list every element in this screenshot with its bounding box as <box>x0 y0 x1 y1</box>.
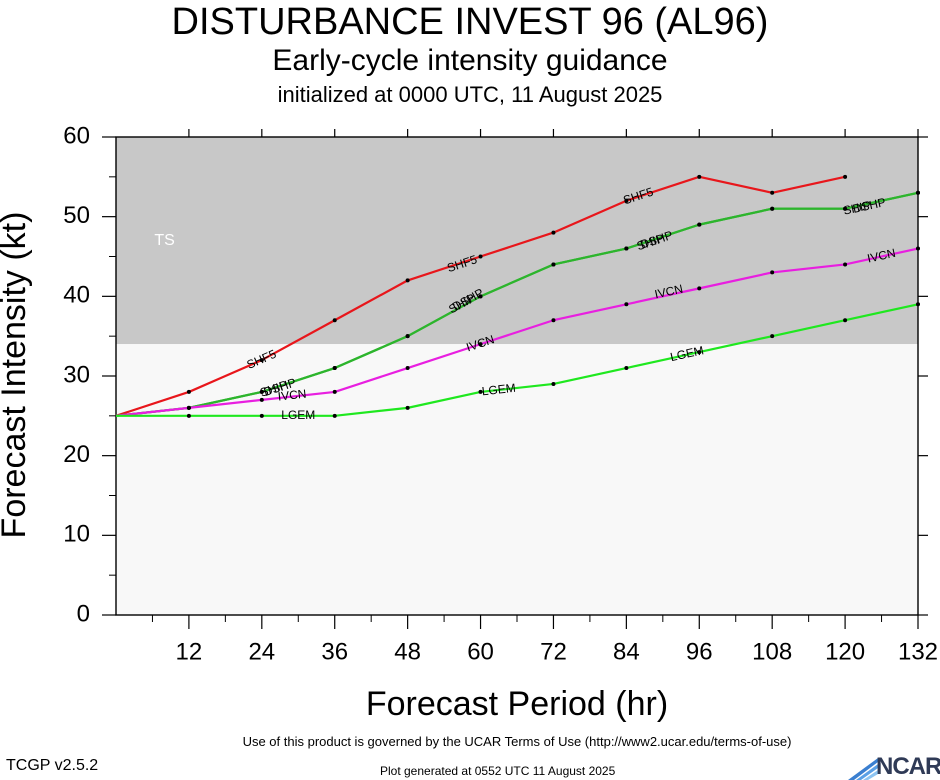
generated-timestamp: Plot generated at 0552 UTC 11 August 202… <box>380 764 616 778</box>
intensity-band-below-ts <box>116 344 918 615</box>
series-line-lgem <box>116 303 919 417</box>
series-label-text-ivcn: IVCN <box>653 282 684 302</box>
ncar-logo-text: NCAR <box>876 753 940 780</box>
data-point-ship <box>843 206 848 211</box>
data-point-shf5 <box>624 198 629 203</box>
data-point-ship <box>332 366 337 371</box>
ncar-swoosh-icon <box>848 758 878 780</box>
data-point-ivcn <box>697 286 702 291</box>
data-point-shf5 <box>332 318 337 323</box>
data-point-ship <box>624 246 629 251</box>
series-label-lgem: LGEM <box>281 408 315 422</box>
data-point-ivcn <box>770 270 775 275</box>
data-point-lgem <box>624 366 629 371</box>
x-tick-label: 36 <box>321 638 348 665</box>
data-point-shf5 <box>259 358 264 363</box>
data-point-lgem <box>405 405 410 410</box>
data-point-shf5 <box>770 190 775 195</box>
data-point-ivcn <box>259 397 264 402</box>
data-point-shf5 <box>843 174 848 179</box>
data-point-shf5 <box>697 174 702 179</box>
data-point-lgem <box>916 302 920 307</box>
series-label-text-lgem: LGEM <box>281 408 315 422</box>
data-point-shf5 <box>551 230 556 235</box>
version-label: TCGP v2.5.2 <box>6 757 99 774</box>
y-tick-label: 30 <box>63 361 90 388</box>
data-point-ship <box>697 222 702 227</box>
x-tick-label: 12 <box>176 638 203 665</box>
data-point-ivcn <box>332 389 337 394</box>
data-point-lgem <box>186 413 191 418</box>
series-label-ship: SHIP <box>842 198 872 218</box>
x-tick-label: 60 <box>467 638 494 665</box>
x-tick-label: 24 <box>248 638 275 665</box>
data-point-ship <box>770 206 775 211</box>
x-tick-label: 132 <box>898 638 938 665</box>
series-line-ivcn <box>115 247 919 417</box>
terms-of-use-text: Use of this product is governed by the U… <box>242 734 792 749</box>
x-axis-label: Forecast Period (hr) <box>365 685 669 723</box>
y-axis-label: Forecast Intensity (kt) <box>0 211 33 539</box>
y-tick-label: 10 <box>63 521 90 548</box>
data-point-ivcn <box>624 302 629 307</box>
y-tick-label: 20 <box>63 441 90 468</box>
series-label-text-dshp: DSHP <box>851 195 887 216</box>
series-label-ivcn: IVCN <box>866 246 897 266</box>
intensity-band-ts <box>116 137 918 345</box>
data-point-lgem <box>478 389 483 394</box>
ncar-logo: NCAR <box>848 754 940 780</box>
series-label-ivcn: IVCN <box>653 282 684 302</box>
data-point-lgem <box>332 413 337 418</box>
y-tick-label: 60 <box>63 122 90 149</box>
data-point-ship <box>478 294 483 299</box>
x-tick-label: 120 <box>825 638 865 665</box>
y-tick-label: 50 <box>63 202 90 229</box>
data-point-ship <box>405 334 410 339</box>
series-label-dshp: DSHP <box>851 195 887 216</box>
data-point-ivcn <box>478 342 483 347</box>
data-point-shf5 <box>186 389 191 394</box>
y-tick-label: 40 <box>63 282 90 309</box>
data-point-lgem <box>259 413 264 418</box>
data-point-shf5 <box>405 278 410 283</box>
x-tick-label: 84 <box>613 638 640 665</box>
data-point-shf5 <box>478 254 483 259</box>
series-label-text-ship: SHIP <box>842 198 872 218</box>
data-point-ivcn <box>843 262 848 267</box>
x-tick-label: 108 <box>752 638 792 665</box>
series-label-ivcn: IVCN <box>277 387 307 404</box>
data-point-ivcn <box>186 405 191 410</box>
band-label-ts: TS <box>154 232 174 249</box>
series-label-text-lgem: LGEM <box>481 381 516 399</box>
data-point-ship <box>551 262 556 267</box>
x-tick-label: 72 <box>540 638 567 665</box>
series-label-lgem: LGEM <box>481 381 516 399</box>
data-point-lgem <box>843 318 848 323</box>
y-tick-label: 0 <box>77 600 90 627</box>
data-point-ivcn <box>405 366 410 371</box>
data-point-lgem <box>551 381 556 386</box>
x-tick-label: 96 <box>686 638 713 665</box>
data-point-ivcn <box>916 246 920 251</box>
series-line-ship <box>115 191 919 417</box>
data-point-ship <box>916 190 920 195</box>
chart-init-time: initialized at 0000 UTC, 11 August 2025 <box>277 82 663 107</box>
series-label-text-ivcn: IVCN <box>866 246 897 266</box>
data-point-ship <box>259 389 264 394</box>
data-point-lgem <box>697 350 702 355</box>
data-point-ivcn <box>551 318 556 323</box>
chart-title: DISTURBANCE INVEST 96 (AL96) <box>171 1 769 43</box>
series-label-text-ivcn: IVCN <box>277 387 307 404</box>
chart-subtitle: Early-cycle intensity guidance <box>272 44 668 77</box>
x-tick-label: 48 <box>394 638 421 665</box>
data-point-lgem <box>770 334 775 339</box>
